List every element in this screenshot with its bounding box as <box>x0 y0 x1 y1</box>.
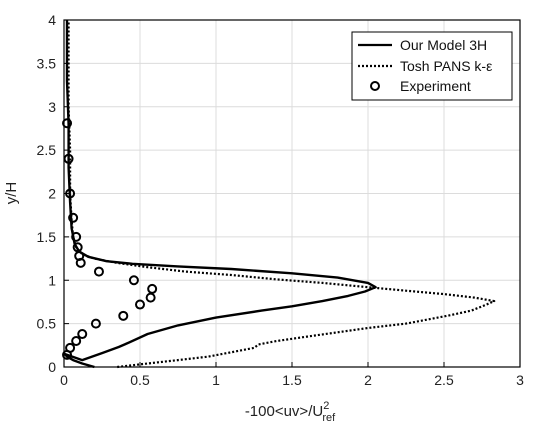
experiment-point <box>77 329 88 340</box>
ticks: 0 0.5 1 1.5 2 2.5 3 0 0.5 1 1.5 2 2.5 3 3.5 4 <box>37 12 525 388</box>
experiment-point <box>118 310 129 321</box>
x-tick-label: 3 <box>516 372 524 388</box>
y-tick-label: 4 <box>48 12 56 28</box>
x-tick-label: 2.5 <box>434 372 454 388</box>
y-tick-label: 0.5 <box>37 316 57 332</box>
y-axis-label: y/H <box>3 182 20 205</box>
legend-label-experiment: Experiment <box>400 78 471 94</box>
y-tick-label: 1.5 <box>37 229 57 245</box>
y-tick-label: 2 <box>48 186 56 202</box>
experiment-point <box>93 266 104 277</box>
experiment-point <box>68 212 79 223</box>
experiment-point <box>62 118 73 129</box>
x-tick-label: 0 <box>60 372 68 388</box>
experiment-point <box>75 257 86 268</box>
x-tick-label: 1 <box>212 372 220 388</box>
x-axis-label: -100<uv>/U2 ref <box>245 400 336 424</box>
experiment-point <box>71 231 82 242</box>
experiment-point <box>135 299 145 310</box>
x-axis-label-sub: ref <box>322 412 336 424</box>
x-axis-label-main: -100<uv>/U <box>245 403 323 420</box>
y-tick-label: 3 <box>48 99 56 115</box>
legend-marker-experiment <box>370 81 380 91</box>
legend-label-tosh-pans: Tosh PANS k-ε <box>400 58 492 74</box>
y-tick-label: 3.5 <box>37 55 57 71</box>
x-axis-label-sup: 2 <box>323 400 329 412</box>
experiment-point <box>71 335 82 346</box>
legend: Our Model 3H Tosh PANS k-ε Experiment <box>351 31 513 101</box>
experiment-point <box>62 349 73 360</box>
y-tick-label: 1 <box>48 272 56 288</box>
x-tick-label: 1.5 <box>282 372 302 388</box>
x-tick-label: 0.5 <box>130 372 150 388</box>
experiment-point <box>145 292 156 303</box>
y-tick-label: 0 <box>48 359 56 375</box>
x-tick-label: 2 <box>364 372 372 388</box>
legend-label-our-model: Our Model 3H <box>400 37 487 53</box>
experiment-point <box>90 318 101 329</box>
experiment-point <box>128 275 139 286</box>
y-tick-label: 2.5 <box>37 142 57 158</box>
